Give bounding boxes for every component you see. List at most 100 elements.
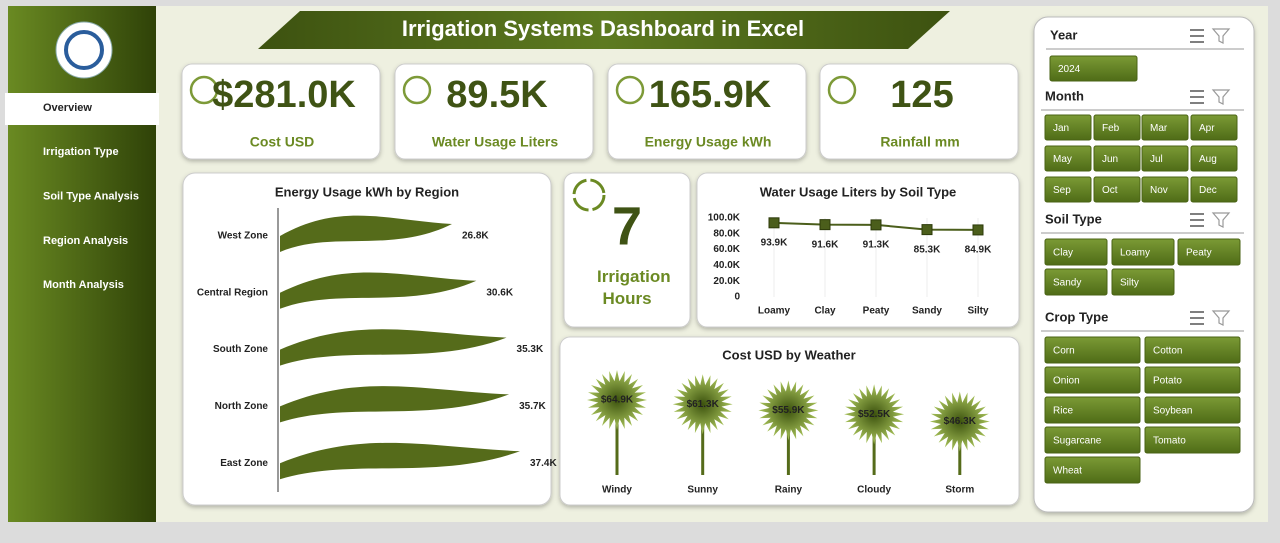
slicer-button-label[interactable]: Jun xyxy=(1102,154,1118,165)
slicer-button[interactable] xyxy=(1111,268,1175,296)
slicer-button-label[interactable]: Corn xyxy=(1053,346,1075,357)
slicer-button-label[interactable]: Soybean xyxy=(1153,406,1192,417)
marker xyxy=(972,224,984,236)
card xyxy=(696,172,1020,328)
slicer-button[interactable] xyxy=(1141,176,1189,203)
slicer-button[interactable] xyxy=(1141,145,1189,172)
slicer-button[interactable] xyxy=(1190,145,1238,172)
slicer-button-label[interactable]: Cotton xyxy=(1153,346,1182,357)
clear-filter-icon[interactable] xyxy=(1211,28,1231,44)
chart-title: Energy Usage kWh by Region xyxy=(275,184,459,199)
slicer-button[interactable] xyxy=(1093,114,1141,141)
kpi-value: 125 xyxy=(890,74,953,116)
slicer-button-label[interactable]: Nov xyxy=(1150,185,1168,196)
slicer-button[interactable] xyxy=(1144,426,1241,454)
slicer-button-label[interactable]: Peaty xyxy=(1186,248,1212,259)
slicer-button[interactable] xyxy=(1044,268,1108,296)
slicer-button[interactable] xyxy=(1144,336,1241,364)
slicer-button-label[interactable]: Rice xyxy=(1053,406,1073,417)
y-tick-label: Central Region xyxy=(197,287,268,298)
marker xyxy=(768,217,780,229)
slicer-button-label[interactable]: Jan xyxy=(1053,123,1069,134)
irrigation-value: 7 xyxy=(612,196,642,256)
slicer-button[interactable] xyxy=(1144,396,1241,424)
slicer-button-label[interactable]: Oct xyxy=(1102,185,1118,196)
slicer-button-label[interactable]: Aug xyxy=(1199,154,1217,165)
slicer-button[interactable] xyxy=(1141,114,1189,141)
multi-select-icon[interactable] xyxy=(1190,213,1204,227)
slicer-button-label[interactable]: 2024 xyxy=(1058,64,1081,75)
value-label: 84.9K xyxy=(965,245,992,256)
slicer-button-label[interactable]: May xyxy=(1053,154,1072,165)
slicer-button[interactable] xyxy=(1044,114,1092,141)
slicer-button-label[interactable]: Dec xyxy=(1199,185,1217,196)
slicer-button[interactable] xyxy=(1044,456,1141,484)
kpi-value: 89.5K xyxy=(446,74,548,116)
slicer-button-label[interactable]: Mar xyxy=(1150,123,1168,134)
slicer-button-label[interactable]: Potato xyxy=(1153,376,1182,387)
slicer-button[interactable] xyxy=(1190,176,1238,203)
nav-item[interactable]: Overview xyxy=(43,102,92,114)
slicer-button-label[interactable]: Sugarcane xyxy=(1053,436,1102,447)
value-label: 91.6K xyxy=(812,239,839,250)
kpi-value: $281.0K xyxy=(212,74,356,116)
logo-mark xyxy=(64,30,104,70)
nav-item[interactable]: Soil Type Analysis xyxy=(43,191,139,203)
slicer-button[interactable] xyxy=(1177,238,1241,266)
clear-filter-icon[interactable] xyxy=(1211,89,1231,105)
value-label: 37.4K xyxy=(530,458,557,469)
slicer-button[interactable] xyxy=(1044,238,1108,266)
slicer-button[interactable] xyxy=(1044,396,1141,424)
kpi-icon xyxy=(615,75,645,105)
slicer-button-label[interactable]: Loamy xyxy=(1120,248,1150,259)
multi-select-icon[interactable] xyxy=(1190,29,1204,43)
slicer-button-label[interactable]: Sandy xyxy=(1053,278,1081,289)
burst xyxy=(929,391,990,452)
y-tick-label: South Zone xyxy=(213,344,268,355)
sidebar xyxy=(8,6,156,522)
title-banner xyxy=(258,11,950,49)
clear-filter-icon[interactable] xyxy=(1211,310,1231,326)
slicer-button[interactable] xyxy=(1144,366,1241,394)
slicer-button-label[interactable]: Feb xyxy=(1102,123,1120,134)
slicer-button[interactable] xyxy=(1044,426,1141,454)
slicer-button-label[interactable]: Onion xyxy=(1053,376,1080,387)
slicer-button-label[interactable]: Sep xyxy=(1053,185,1071,196)
multi-select-icon[interactable] xyxy=(1190,90,1204,104)
slicer-button[interactable] xyxy=(1044,145,1092,172)
slicer-button-label[interactable]: Silty xyxy=(1120,278,1139,289)
kpi-label: Rainfall mm xyxy=(880,134,959,150)
multi-select-icon[interactable] xyxy=(1190,311,1204,325)
marker xyxy=(819,219,831,231)
value-label: $64.9K xyxy=(601,395,634,406)
value-label: $61.3K xyxy=(687,399,720,410)
clear-filter-icon[interactable] xyxy=(1211,212,1231,228)
slicer-button-label[interactable]: Wheat xyxy=(1053,466,1082,477)
slicer-button[interactable] xyxy=(1111,238,1175,266)
y-tick-label: 20.0K xyxy=(713,276,740,287)
slicer-button[interactable] xyxy=(1044,176,1092,203)
nav-active xyxy=(5,93,159,125)
value-label: $55.9K xyxy=(772,405,805,416)
nav-item[interactable]: Region Analysis xyxy=(43,235,128,247)
slicer-button-label[interactable]: Clay xyxy=(1053,248,1073,259)
x-tick-label: Windy xyxy=(602,485,632,496)
slicer-button[interactable] xyxy=(1093,145,1141,172)
slicer-button[interactable] xyxy=(1044,366,1141,394)
x-tick-label: Clay xyxy=(814,306,836,317)
slicer-button[interactable] xyxy=(1093,176,1141,203)
nav-item[interactable]: Month Analysis xyxy=(43,279,124,291)
chart-title: Water Usage Liters by Soil Type xyxy=(760,184,957,199)
nav-item[interactable]: Irrigation Type xyxy=(43,146,119,158)
slicer-button[interactable] xyxy=(1044,336,1141,364)
y-tick-label: West Zone xyxy=(218,231,269,242)
slicer-button[interactable] xyxy=(1190,114,1238,141)
kpi-value: 165.9K xyxy=(649,74,772,116)
y-tick-label: North Zone xyxy=(215,401,269,412)
slicer-button-label[interactable]: Jul xyxy=(1150,154,1163,165)
slicer-button-label[interactable]: Apr xyxy=(1199,123,1215,134)
slicer-button-label[interactable]: Tomato xyxy=(1153,436,1186,447)
slicer-button[interactable] xyxy=(1049,55,1138,82)
kpi-label: Cost USD xyxy=(250,134,315,150)
